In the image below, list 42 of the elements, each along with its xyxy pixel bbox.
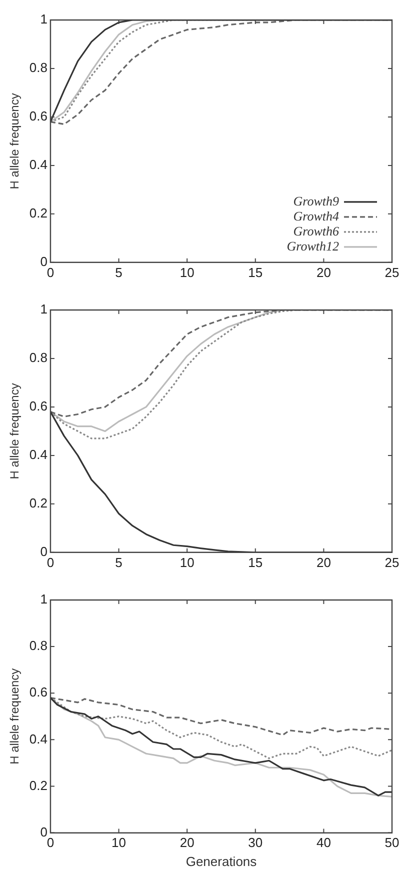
y-tick-label: 1 bbox=[40, 12, 48, 27]
legend-label: Growth12 bbox=[286, 238, 340, 254]
line-series bbox=[50, 696, 392, 736]
x-tick-label: 10 bbox=[180, 554, 194, 570]
y-tick-label: 0.4 bbox=[29, 157, 48, 172]
y-tick-label: 0 bbox=[40, 544, 48, 559]
y-tick-label: 0.4 bbox=[29, 447, 48, 462]
y-axis-title: H allele frequency bbox=[8, 93, 22, 190]
y-tick-label: 0.8 bbox=[29, 638, 48, 654]
x-tick-label: 15 bbox=[248, 264, 263, 280]
x-tick-label: 10 bbox=[112, 835, 126, 850]
legend-label: Growth9 bbox=[293, 193, 340, 208]
y-tick-label: 0 bbox=[40, 254, 48, 269]
y-axis-title: H allele frequency bbox=[8, 383, 22, 480]
x-tick-label: 25 bbox=[384, 554, 400, 570]
x-tick-label: 20 bbox=[316, 264, 331, 280]
y-tick-label: 0.6 bbox=[29, 684, 48, 700]
x-tick-label: 20 bbox=[316, 554, 331, 570]
legend-label: Growth6 bbox=[293, 223, 340, 238]
x-axis-title: Generations bbox=[186, 854, 258, 869]
y-tick-label: 1 bbox=[40, 592, 48, 607]
x-tick-label: 5 bbox=[115, 554, 122, 570]
x-tick-label: 15 bbox=[248, 554, 263, 570]
y-tick-label: 0.8 bbox=[29, 350, 48, 366]
y-tick-label: 0.2 bbox=[29, 496, 48, 510]
y-tick-label: 0.2 bbox=[29, 206, 48, 220]
y-tick-label: 0 bbox=[40, 824, 48, 840]
y-tick-label: 0.4 bbox=[29, 731, 48, 746]
y-tick-label: 0.6 bbox=[29, 398, 48, 414]
x-tick-label: 30 bbox=[248, 835, 263, 850]
y-tick-label: 0.8 bbox=[29, 60, 48, 76]
y-tick-label: 1 bbox=[40, 302, 48, 317]
x-tick-label: 25 bbox=[384, 264, 400, 280]
y-axis-title: H allele frequency bbox=[8, 668, 22, 764]
legend-label: Growth4 bbox=[293, 208, 340, 224]
y-tick-label: 0.6 bbox=[29, 108, 48, 124]
x-tick-label: 20 bbox=[180, 835, 194, 850]
x-tick-label: 40 bbox=[316, 835, 331, 850]
x-tick-label: 10 bbox=[180, 264, 194, 280]
y-tick-label: 0.2 bbox=[29, 778, 48, 793]
x-tick-label: 5 bbox=[115, 264, 122, 280]
x-tick-label: 50 bbox=[384, 835, 400, 850]
